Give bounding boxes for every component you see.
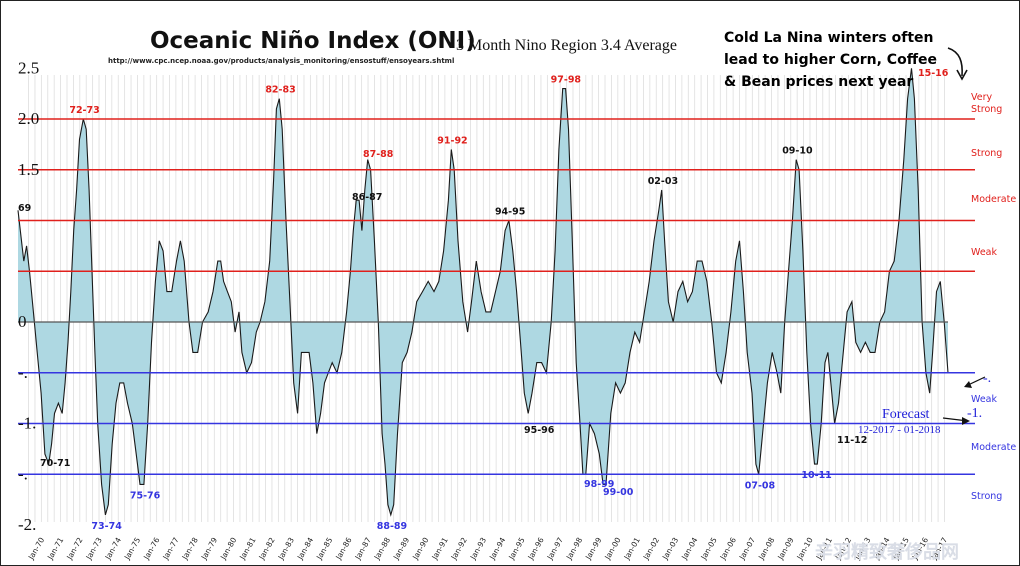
event-label: 07-08 [745,480,776,491]
threshold-label: Moderate [971,442,1016,453]
event-label: 98-99 [584,479,614,490]
event-label: 72-73 [69,105,99,116]
event-label: 95-96 [524,425,555,436]
x-tick-label: Jan-72 [64,536,84,562]
x-tick-label: Jan-99 [583,536,603,562]
x-tick-label: Jan-71 [45,536,65,562]
x-tick-label: Jan-98 [564,536,584,562]
x-tick-label: Jan-00 [602,536,622,562]
weak-marker-arrowhead [964,381,972,388]
forecast-marker: Forecast 12-2017 - 01-2018 -1. -. [858,371,991,436]
threshold-label: Strong [971,491,1002,502]
y-tick-label: -2. [18,515,36,534]
event-label: 69 [18,203,31,214]
y-tick-label: 2.5 [18,58,39,77]
x-tick-label: Jan-95 [506,536,526,562]
x-tick-label: Jan-92 [449,536,469,562]
x-tick-label: Jan-74 [103,536,123,562]
event-label: 87-88 [363,149,394,160]
threshold-label: Strong [971,148,1002,159]
x-tick-label: Jan-89 [391,536,411,562]
event-label: 82-83 [265,85,295,96]
x-tick-label: Jan-73 [84,536,104,562]
x-tick-label: Jan-86 [333,536,353,562]
annotation-box: Cold La Nina winters often lead to highe… [724,30,968,90]
x-tick-label: Jan-79 [199,536,219,562]
x-tick-label: Jan-77 [161,536,181,562]
x-tick-label: Jan-01 [622,536,642,562]
x-tick-label: Jan-76 [141,536,161,562]
x-tick-label: Jan-81 [237,536,257,562]
weak-marker-label: -. [983,371,991,386]
x-tick-label: Jan-94 [487,536,507,562]
event-label: 70-71 [40,458,70,469]
label-layer: 69 70-71 72-73 73-74 75-76 82-83 86-87 87-88 88-… [18,68,949,532]
x-tick-label: Jan-91 [430,536,450,562]
event-label: 15-16 [918,68,949,79]
event-label: 10-11 [801,470,831,481]
x-tick-label: Jan-10 [795,536,815,562]
event-label: 86-87 [352,192,382,203]
x-tick-label: Jan-85 [314,536,334,562]
x-tick-label: Jan-93 [468,536,488,562]
x-tick-label: Jan-06 [718,536,738,562]
event-label: 91-92 [437,135,467,146]
x-tick-label: Jan-08 [756,536,776,562]
event-label: 88-89 [377,521,407,532]
x-tick-label: Jan-97 [545,536,565,562]
event-label: 75-76 [130,490,161,501]
x-tick-label: Jan-87 [353,536,373,562]
event-label: 11-12 [837,435,867,446]
x-tick-label: Jan-96 [526,536,546,562]
y-tick-label: -1. [18,414,36,433]
band-layer: Very Strong Strong Moderate Weak Weak Moderate… [18,92,1016,502]
annotation-arrowhead [956,69,968,81]
y-tick-label: -. [18,464,28,483]
x-tick-label: Jan-78 [180,536,200,562]
event-label: 99-00 [603,487,634,498]
threshold-label: Very Strong [971,92,1002,115]
event-label: 94-95 [495,207,525,218]
y-tick-label: 1.5 [18,160,39,179]
y-tick-label: 2.0 [18,109,39,128]
forecast-label: Forecast [882,407,930,422]
x-tick-label: Jan-84 [295,536,315,562]
chart-title: Oceanic Niño Index (ONI) [150,28,476,54]
threshold-label: Moderate [971,194,1016,205]
source-url: http://www.cpc.ncep.noaa.gov/products/an… [108,57,454,65]
forecast-value-label: -1. [967,406,982,421]
event-label: 02-03 [648,176,678,187]
x-tick-label: Jan-05 [699,536,719,562]
forecast-dates: 12-2017 - 01-2018 [858,424,941,436]
threshold-label: Weak [971,394,998,405]
chart-subtitle: 3 Month Nino Region 3.4 Average [456,37,677,54]
x-tick-label: Jan-80 [218,536,238,562]
annotation-arrow [947,47,963,77]
x-tick-label: Jan-07 [737,536,757,562]
x-tick-label: Jan-09 [775,536,795,562]
y-tick-label: -. [18,363,28,382]
x-tick-label: Jan-04 [679,536,699,562]
x-tick-label: Jan-88 [372,536,392,562]
event-label: 73-74 [91,521,122,532]
x-tick-label: Jan-83 [276,536,296,562]
annotation-text: Cold La Nina winters often lead to highe… [724,30,942,90]
event-label: 09-10 [782,146,813,157]
x-tick-label: Jan-70 [26,536,46,562]
event-label: 97-98 [551,75,582,86]
watermark: 辛羽精致奢侈品网 [815,541,959,563]
y-tick-label: 0 [18,312,27,331]
threshold-label: Weak [971,247,998,258]
x-tick-label: Jan-82 [257,536,277,562]
x-tick-label: Jan-90 [410,536,430,562]
x-tick-label: Jan-02 [641,536,661,562]
x-tick-label: Jan-03 [660,536,680,562]
forecast-arrowhead [962,417,970,425]
x-tick-label: Jan-75 [122,536,142,562]
